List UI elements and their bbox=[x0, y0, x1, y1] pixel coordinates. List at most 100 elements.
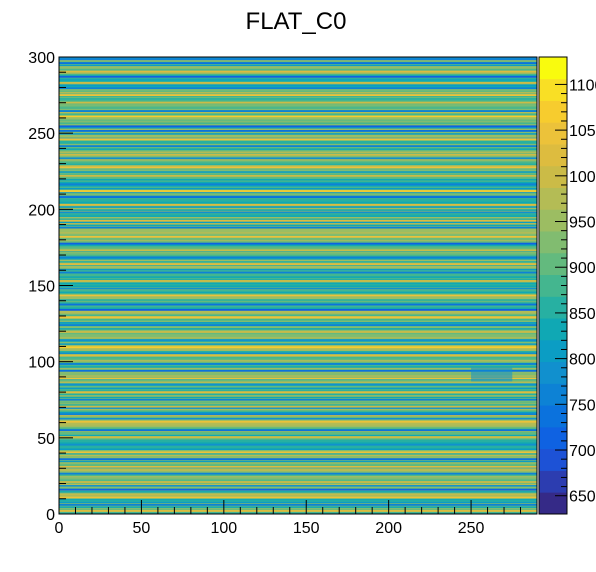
heatmap-row bbox=[59, 198, 537, 201]
heatmap-row bbox=[59, 379, 537, 382]
heatmap-band bbox=[59, 153, 537, 156]
heatmap-row bbox=[59, 122, 537, 125]
heatmap-band bbox=[59, 383, 537, 386]
heatmap-row bbox=[59, 296, 537, 299]
heatmap-band bbox=[59, 256, 537, 259]
heatmap-band bbox=[59, 235, 537, 238]
palette-segment bbox=[539, 231, 567, 254]
heatmap-row bbox=[59, 512, 537, 515]
heatmap-row bbox=[59, 258, 537, 260]
heatmap-row bbox=[59, 419, 537, 422]
heatmap-band bbox=[59, 331, 537, 333]
heatmap-row bbox=[59, 283, 537, 286]
heatmap-row bbox=[59, 261, 537, 263]
heatmap-row bbox=[59, 314, 537, 317]
heatmap-row bbox=[59, 197, 537, 200]
heatmap-row bbox=[59, 107, 537, 110]
heatmap-row bbox=[59, 460, 537, 463]
heatmap-row bbox=[59, 425, 537, 428]
z-tick-label: 650 bbox=[569, 489, 596, 506]
heatmap-row bbox=[59, 507, 537, 510]
heatmap-band bbox=[59, 481, 537, 483]
heatmap-row bbox=[59, 386, 537, 388]
heatmap-row bbox=[59, 69, 537, 72]
heatmap-row bbox=[59, 92, 537, 94]
heatmap-band bbox=[59, 110, 537, 112]
heatmap-band bbox=[59, 94, 537, 96]
heatmap-row bbox=[59, 469, 537, 472]
heatmap-band bbox=[59, 87, 537, 90]
heatmap-row bbox=[59, 384, 537, 387]
heatmap-row bbox=[59, 297, 537, 300]
heatmap-row bbox=[59, 456, 537, 458]
y-tick-label: 300 bbox=[28, 50, 55, 67]
heatmap-row bbox=[59, 67, 537, 70]
heatmap-row bbox=[59, 332, 537, 335]
heatmap-row bbox=[59, 194, 537, 196]
heatmap-row bbox=[59, 482, 537, 484]
heatmap-row bbox=[59, 477, 537, 480]
heatmap-row bbox=[59, 241, 537, 244]
z-tick-label: 750 bbox=[569, 397, 596, 414]
heatmap-row bbox=[59, 124, 537, 126]
heatmap-row bbox=[59, 201, 537, 204]
heatmap-band bbox=[59, 405, 537, 408]
heatmap-row bbox=[59, 268, 537, 271]
heatmap-row bbox=[59, 319, 537, 321]
heatmap-row bbox=[59, 160, 537, 163]
heatmap-row bbox=[59, 116, 537, 119]
heatmap-row bbox=[59, 244, 537, 247]
heatmap-row bbox=[59, 311, 537, 314]
heatmap-row bbox=[59, 104, 537, 107]
heatmap-row bbox=[59, 117, 537, 120]
heatmap-band bbox=[59, 242, 537, 245]
heatmap-row bbox=[59, 165, 537, 168]
heatmap-row bbox=[59, 510, 537, 513]
heatmap-row bbox=[59, 305, 537, 308]
y-tick-label: 100 bbox=[28, 355, 55, 372]
heatmap-band bbox=[59, 472, 537, 475]
heatmap-row bbox=[59, 475, 537, 478]
heatmap-row bbox=[59, 267, 537, 270]
heatmap-row bbox=[59, 462, 537, 465]
heatmap-row bbox=[59, 320, 537, 323]
heatmap-row bbox=[59, 491, 537, 494]
palette-segment bbox=[539, 274, 567, 297]
x-tick-label: 150 bbox=[293, 520, 320, 537]
heatmap-row bbox=[59, 439, 537, 442]
heatmap-row bbox=[59, 273, 537, 276]
heatmap-row bbox=[59, 146, 537, 149]
heatmap-band bbox=[59, 287, 537, 290]
heatmap-row bbox=[59, 88, 537, 91]
y-tick-label: 200 bbox=[28, 202, 55, 219]
heatmap-row bbox=[59, 255, 537, 257]
heatmap-row bbox=[59, 367, 537, 370]
heatmap-row bbox=[59, 442, 537, 445]
palette-segment bbox=[539, 122, 567, 145]
heatmap-band bbox=[59, 458, 537, 461]
heatmap-row bbox=[59, 486, 537, 489]
heatmap-band bbox=[59, 308, 537, 311]
heatmap-row bbox=[59, 372, 537, 375]
heatmap-row bbox=[59, 454, 537, 457]
heatmap-row bbox=[59, 277, 537, 280]
heatmap-row bbox=[59, 133, 537, 136]
heatmap-row bbox=[59, 270, 537, 273]
heatmap-row bbox=[59, 169, 537, 172]
heatmap-row bbox=[59, 500, 537, 503]
heatmap-row bbox=[59, 306, 537, 309]
heatmap-band bbox=[59, 157, 537, 160]
palette-segment bbox=[539, 339, 567, 363]
heatmap-row bbox=[59, 478, 537, 481]
heatmap-row bbox=[59, 156, 537, 158]
heatmap-row bbox=[59, 459, 537, 462]
heatmap-row bbox=[59, 340, 537, 343]
heatmap-row bbox=[59, 213, 537, 216]
heatmap-row bbox=[59, 84, 537, 87]
heatmap-row bbox=[59, 349, 537, 352]
heatmap-row bbox=[59, 364, 537, 367]
heatmap-row bbox=[59, 162, 537, 164]
heatmap-row bbox=[59, 392, 537, 395]
heatmap-row bbox=[59, 181, 537, 184]
heatmap-row bbox=[59, 357, 537, 359]
